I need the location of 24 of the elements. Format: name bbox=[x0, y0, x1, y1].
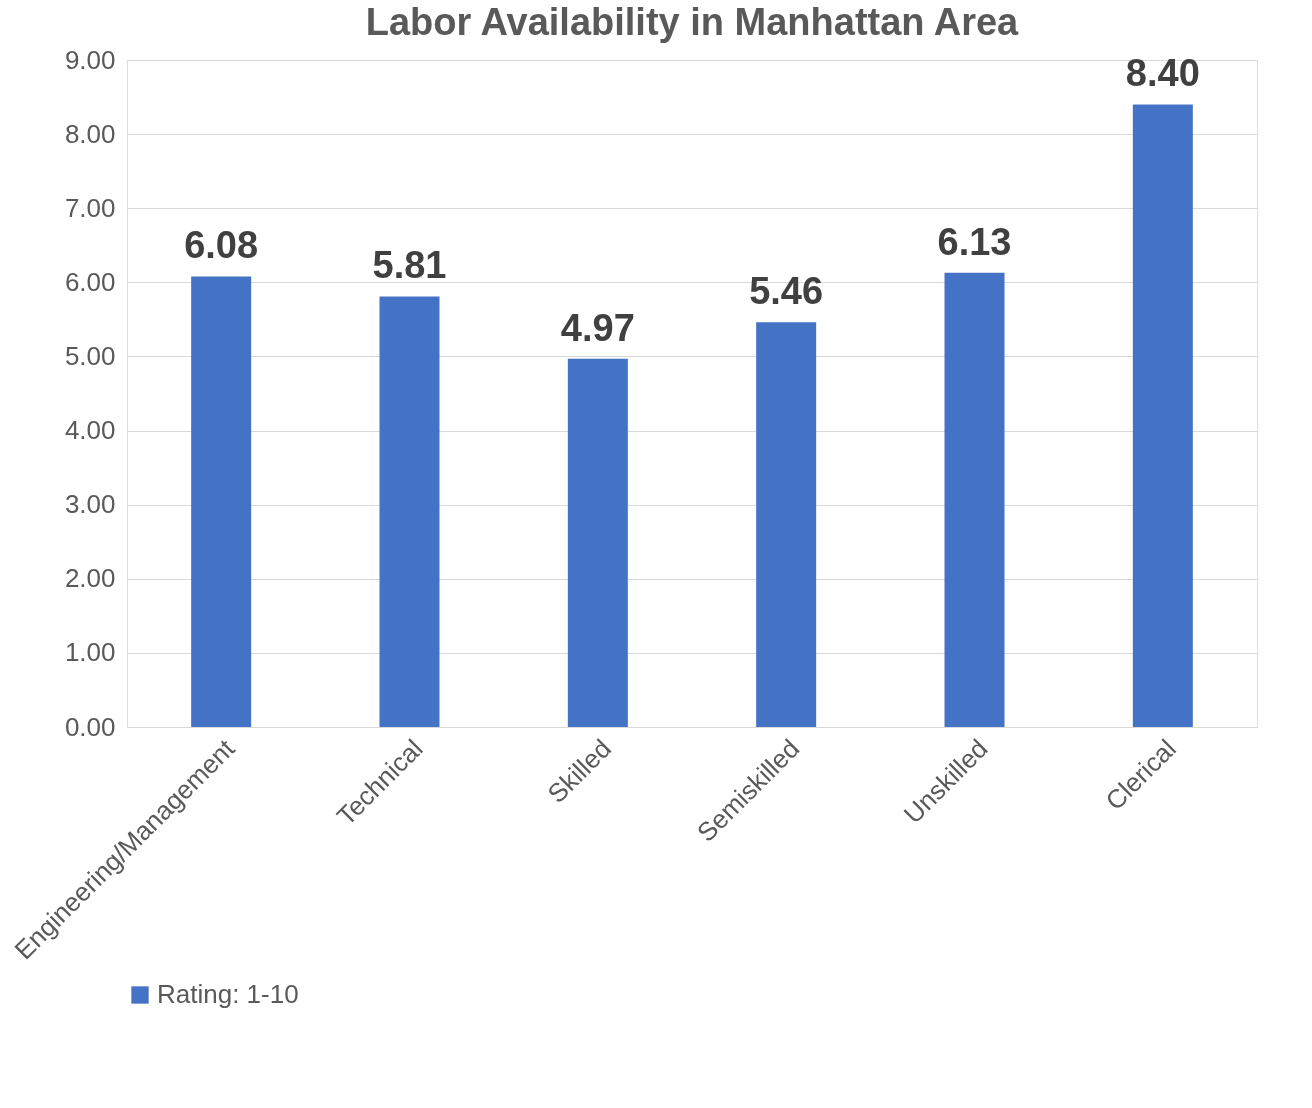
y-tick-label: 6.00 bbox=[64, 266, 116, 297]
y-tick-label: 7.00 bbox=[64, 192, 116, 223]
bar bbox=[567, 358, 628, 727]
legend-label: Rating: 1-10 bbox=[157, 979, 299, 1009]
y-tick-label: 9.00 bbox=[64, 44, 116, 75]
bar bbox=[1132, 104, 1193, 727]
data-label: 4.97 bbox=[560, 306, 635, 349]
bar bbox=[944, 272, 1005, 727]
bar bbox=[756, 322, 817, 727]
y-tick-label: 0.00 bbox=[64, 711, 116, 742]
data-label: 6.13 bbox=[937, 220, 1012, 263]
data-label: 5.81 bbox=[372, 244, 447, 287]
y-tick-label: 1.00 bbox=[64, 637, 116, 668]
data-label: 6.08 bbox=[184, 224, 259, 267]
y-tick-label: 5.00 bbox=[64, 340, 116, 371]
y-tick-label: 4.00 bbox=[64, 415, 116, 446]
bar bbox=[379, 296, 440, 727]
data-label: 5.46 bbox=[749, 270, 824, 313]
y-tick-label: 2.00 bbox=[64, 563, 116, 594]
data-label: 8.40 bbox=[1125, 52, 1200, 95]
y-tick-label: 3.00 bbox=[64, 489, 116, 520]
chart-title: Labor Availability in Manhattan Area bbox=[365, 1, 1020, 43]
bar bbox=[191, 276, 252, 727]
y-tick-label: 8.00 bbox=[64, 118, 116, 149]
